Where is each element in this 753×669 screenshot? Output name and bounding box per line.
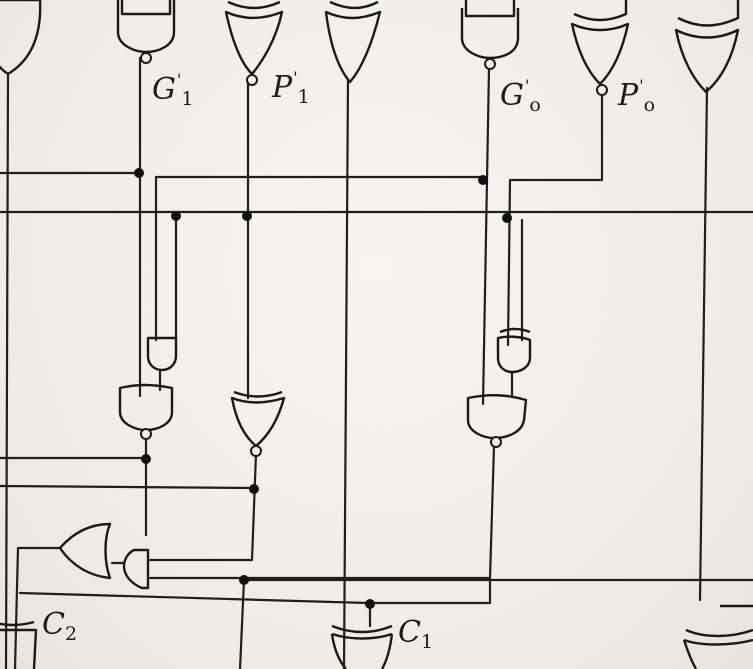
junction-dot xyxy=(171,211,181,221)
xor-gate-p0 xyxy=(570,22,630,86)
label-sub: 1 xyxy=(420,631,434,653)
wire-left-vertical xyxy=(4,73,10,669)
junction-dot xyxy=(141,454,151,464)
junction-dot xyxy=(134,168,144,178)
label-letter: C xyxy=(42,607,65,642)
label-letter: P xyxy=(618,78,639,113)
label-letter: G xyxy=(152,72,176,107)
xor-bubble-p1 xyxy=(246,74,258,86)
wire-p1-xor-out xyxy=(148,452,258,562)
label-c1: C1 xyxy=(398,618,433,652)
junction-dot xyxy=(478,175,488,185)
or-gate-carry xyxy=(58,522,112,580)
nand-gate-g0-input xyxy=(464,0,516,18)
wire-p0-down xyxy=(506,92,604,347)
label-sub: o xyxy=(643,94,656,116)
nand-bubble-mid-right xyxy=(490,436,502,448)
label-letter: P xyxy=(272,70,293,105)
nand-gate-g1 xyxy=(116,0,176,54)
nand-bubble-g1 xyxy=(140,52,152,64)
wire-g0-down xyxy=(481,66,491,406)
xor-gate-p0-arc xyxy=(573,0,628,22)
xor-gate-top-mid-arc xyxy=(329,0,379,10)
label-g0-prime: G'o xyxy=(500,78,541,115)
label-letter: G xyxy=(500,78,524,113)
wire-or-out-down xyxy=(13,546,62,669)
xor-gate-top-right xyxy=(674,28,740,94)
wire-nand0-out xyxy=(148,444,496,580)
or-gate-top-left xyxy=(0,0,42,76)
wire-bus-top xyxy=(0,171,485,179)
nand-gate-small-right xyxy=(496,335,532,374)
label-sub: 2 xyxy=(64,623,78,645)
junction-dot xyxy=(249,484,259,494)
xor-gate-top-right-arc xyxy=(677,0,740,27)
label-c2: C2 xyxy=(42,610,77,644)
junction-dot xyxy=(502,213,512,223)
xor-bubble-mid xyxy=(250,445,262,457)
label-prime: ' xyxy=(176,70,182,89)
xor-gate-mid xyxy=(230,396,286,448)
label-p0-prime: P'o xyxy=(618,78,655,115)
xor-gate-top-mid xyxy=(324,10,382,84)
xor-gate-c1 xyxy=(330,632,394,669)
label-sub: 1 xyxy=(297,86,310,108)
label-g1-prime: G'1 xyxy=(152,72,193,109)
label-p1-prime: P'1 xyxy=(272,70,310,107)
xor-gate-p1-arc xyxy=(227,0,281,10)
and-gate-carry xyxy=(122,548,150,590)
nand-gate-g1-input xyxy=(120,0,172,16)
label-sub: o xyxy=(529,94,541,116)
nand-gate-mid-left xyxy=(118,383,174,432)
xor-gate-bottom-left xyxy=(0,620,38,669)
and-gate-small-left xyxy=(146,336,178,372)
wires xyxy=(0,56,753,669)
junction-dots xyxy=(134,168,512,609)
wire-right-xor-down xyxy=(698,86,709,602)
label-prime: ' xyxy=(524,76,530,95)
xor-gate-c1-arc xyxy=(331,624,393,634)
label-sub: 1 xyxy=(181,88,194,110)
wire-xor-mid-down xyxy=(342,78,350,669)
nand-gate-small-right-arc xyxy=(499,327,531,334)
wire-h-604 xyxy=(18,576,492,605)
label-letter: C xyxy=(398,615,421,650)
nand-bubble-mid-left xyxy=(140,428,152,440)
junction-dot xyxy=(242,211,252,221)
wire-242-down xyxy=(238,578,246,669)
junction-dot xyxy=(239,575,249,585)
label-prime: ' xyxy=(293,68,298,87)
nand-gate-mid-right xyxy=(466,394,528,440)
xor-gate-p1 xyxy=(224,10,284,76)
junction-dot xyxy=(365,599,375,609)
wire-h-486 xyxy=(0,484,256,490)
xor-bubble-p0 xyxy=(596,84,608,96)
label-prime: ' xyxy=(639,76,644,95)
nand-bubble-g0 xyxy=(484,58,496,70)
xor-gate-bottom-right xyxy=(682,604,753,669)
xor-gate-mid-arc xyxy=(233,390,283,398)
